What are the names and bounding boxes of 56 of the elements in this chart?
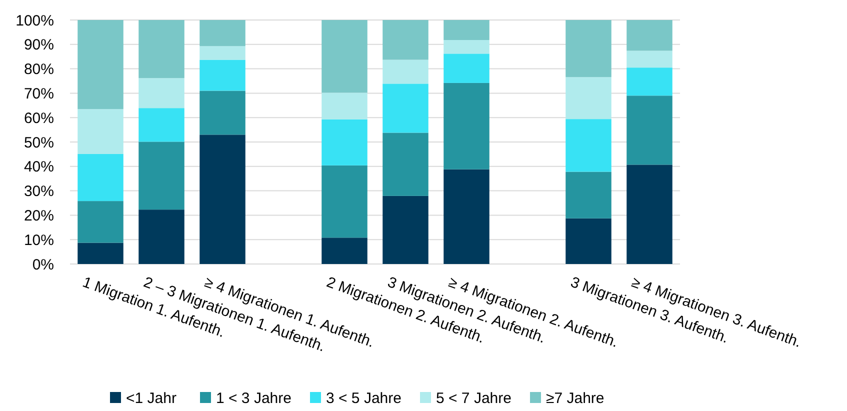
- bar: [382, 132, 428, 196]
- y-tick-label: 30%: [24, 183, 54, 200]
- bar: [626, 96, 672, 165]
- legend-label: 5 < 7 Jahre: [436, 390, 512, 407]
- bar: [382, 60, 428, 84]
- bar: [78, 20, 124, 110]
- bar: [200, 46, 246, 60]
- bar: [78, 242, 124, 264]
- bar: [626, 68, 672, 96]
- bar: [322, 119, 368, 166]
- bar: [566, 77, 612, 120]
- y-tick-label: 50%: [24, 134, 54, 152]
- bar: [626, 50, 672, 68]
- y-tick-label: 90%: [24, 36, 54, 54]
- bar: [444, 82, 490, 170]
- bar: [200, 60, 246, 91]
- bar: [566, 172, 612, 218]
- bar: [200, 134, 246, 264]
- bar: [566, 218, 612, 264]
- bar: [626, 20, 672, 51]
- bar: [78, 154, 124, 202]
- bar: [78, 109, 124, 154]
- bar: [566, 119, 612, 172]
- bar: [138, 20, 184, 78]
- y-tick-label: 0%: [32, 256, 54, 274]
- legend-label: <1 Jahr: [126, 390, 176, 407]
- bar: [382, 196, 428, 264]
- bar: [322, 92, 368, 120]
- bar: [444, 40, 490, 54]
- legend-label: ≥7 Jahre: [546, 390, 604, 407]
- bar: [444, 20, 490, 40]
- bar: [322, 165, 368, 238]
- bar: [626, 164, 672, 264]
- bar: [138, 108, 184, 142]
- bar: [78, 201, 124, 243]
- bar: [200, 90, 246, 135]
- bar: [322, 20, 368, 93]
- bar: [382, 84, 428, 133]
- y-tick-label: 40%: [24, 158, 54, 176]
- y-tick-label: 100%: [16, 12, 54, 30]
- bar: [138, 78, 184, 108]
- y-tick-label: 80%: [24, 61, 54, 78]
- bar: [566, 20, 612, 78]
- legend-label: 1 < 3 Jahre: [216, 390, 292, 407]
- bar: [444, 169, 490, 264]
- bar: [444, 54, 490, 83]
- y-tick-label: 10%: [24, 232, 54, 249]
- y-tick-label: 20%: [24, 207, 54, 224]
- y-tick-label: 70%: [24, 85, 54, 102]
- bar: [138, 142, 184, 210]
- y-tick-label: 60%: [24, 110, 54, 127]
- bar: [138, 210, 184, 264]
- legend-label: 3 < 5 Jahre: [326, 390, 402, 407]
- bar: [322, 238, 368, 264]
- bar: [382, 20, 428, 60]
- bar: [200, 20, 246, 46]
